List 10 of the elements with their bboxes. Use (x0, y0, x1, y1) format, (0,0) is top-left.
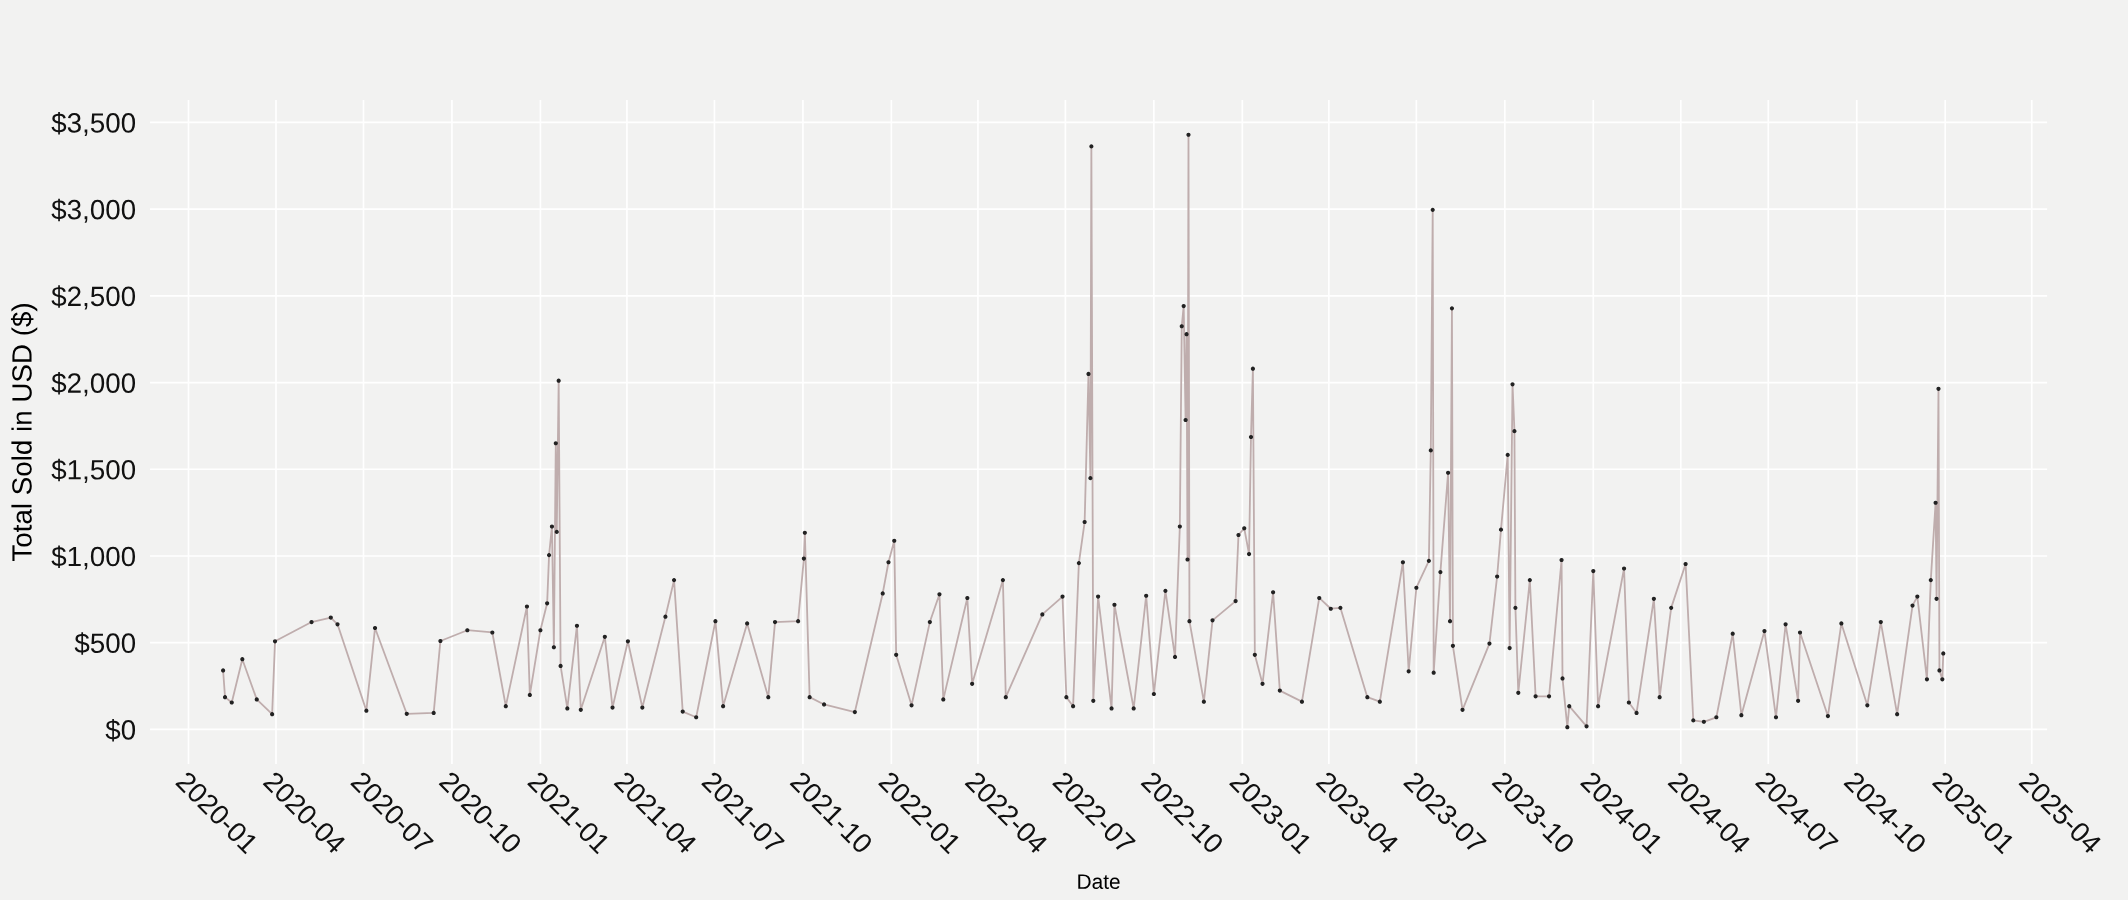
y-tick-label: $2,500 (51, 285, 136, 310)
y-tick-label: $1,500 (51, 458, 136, 483)
y-tick-label: $2,000 (51, 372, 136, 397)
y-tick-label: $3,500 (51, 111, 136, 137)
y-axis-title: Total Sold in USD ($) (10, 304, 38, 562)
x-axis-title: Date (1078, 874, 1120, 889)
y-tick-label: $500 (74, 632, 136, 655)
y-tick-label: $0 (105, 718, 136, 742)
y-tick-label: $3,000 (51, 198, 136, 223)
y-tick-label: $1,000 (51, 545, 136, 570)
